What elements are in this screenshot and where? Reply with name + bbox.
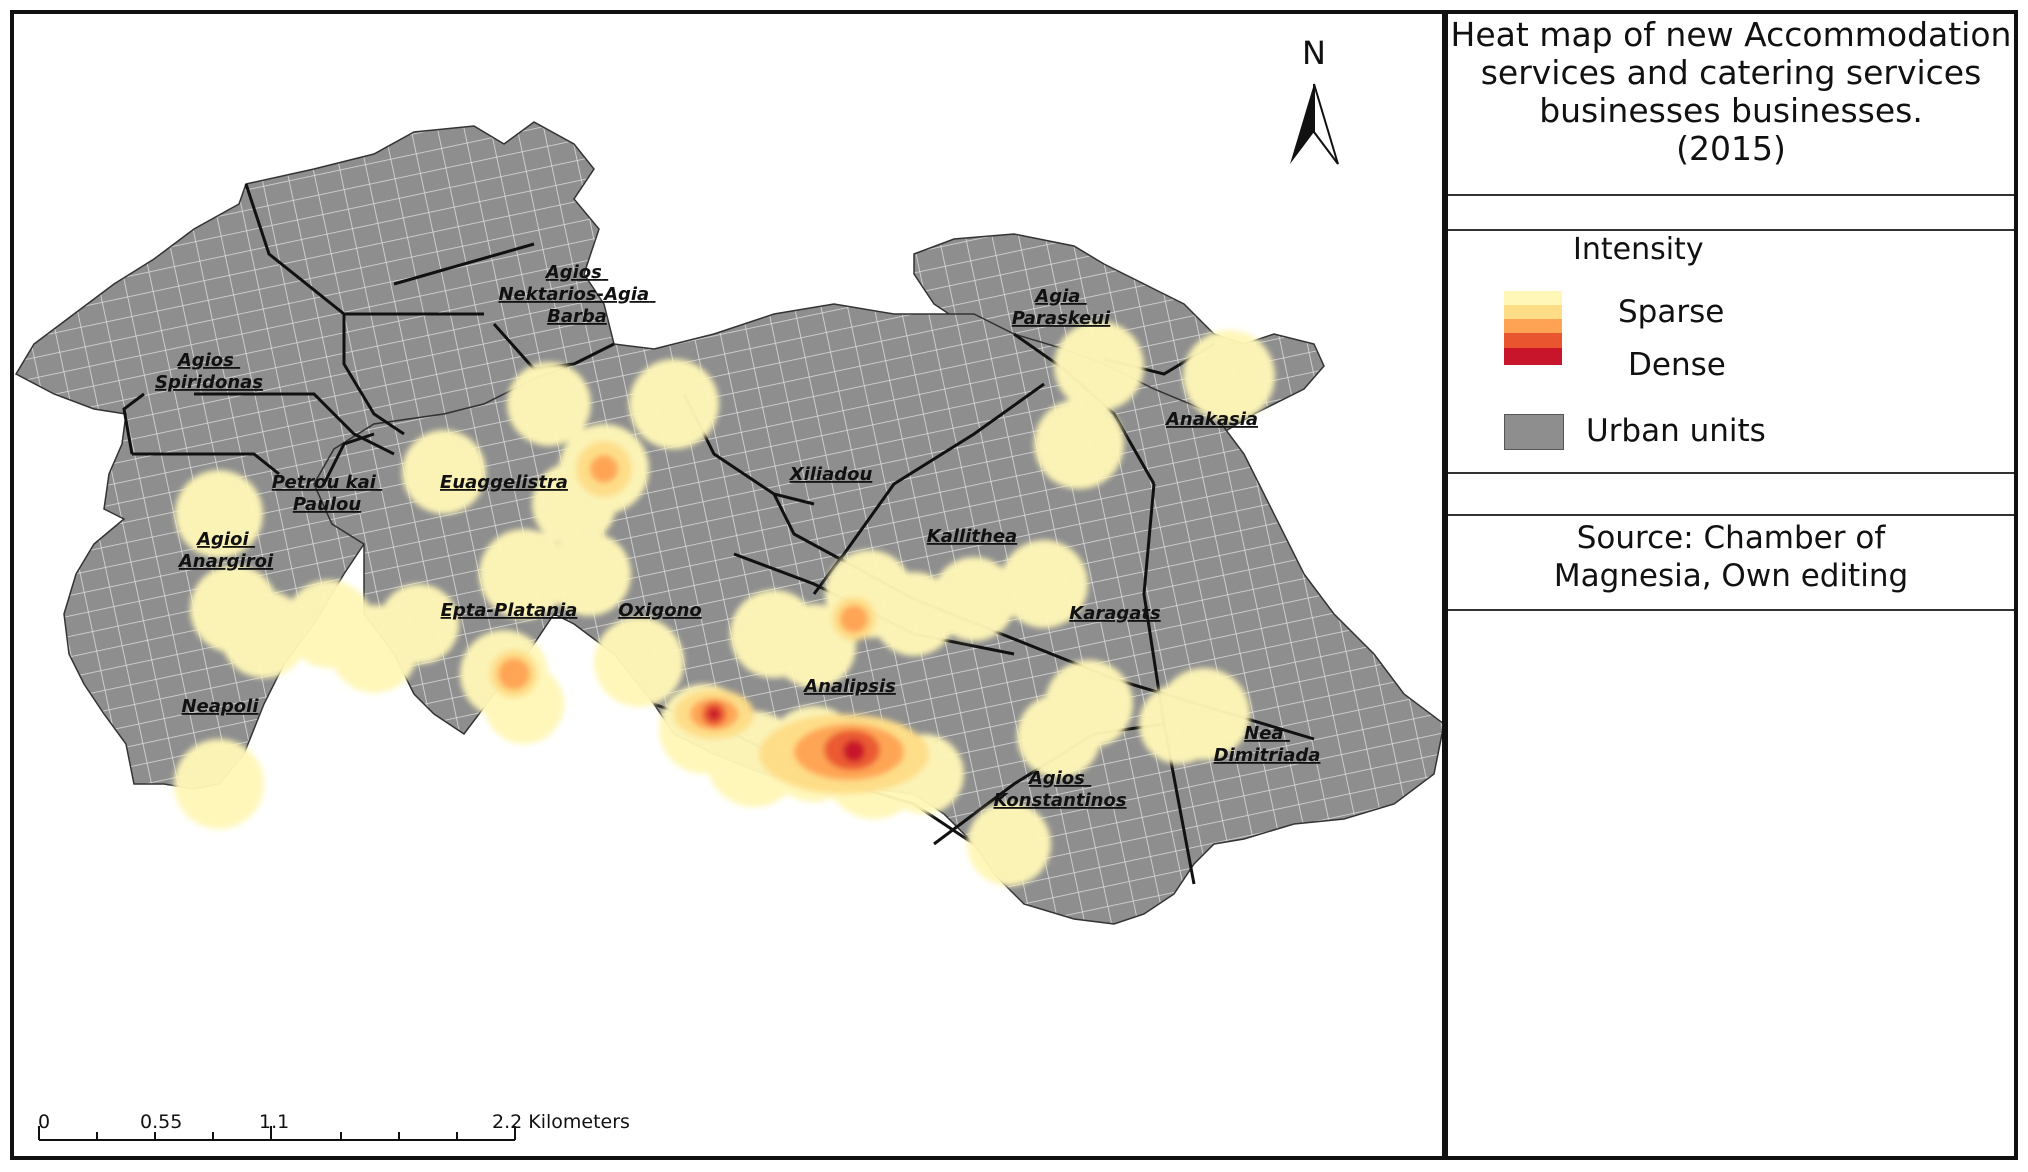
label-epta-platania: Epta-Platania [441, 600, 578, 621]
legend-divider [1448, 194, 2014, 196]
heat-spot [379, 584, 459, 664]
ramp-swatch-2 [1504, 305, 1562, 319]
label-karagats: Karagats [1069, 603, 1161, 624]
heat-spot [1054, 321, 1144, 411]
label-petrou-kai-paulou: Petrou kai Paulou [272, 472, 382, 515]
legend-divider [1448, 514, 2014, 516]
map-title: Heat map of new Accommodation services a… [1450, 15, 2012, 168]
legend-divider [1448, 472, 2014, 474]
heat-spot [590, 455, 618, 483]
heat-spot [1000, 540, 1088, 628]
heat-spot [967, 802, 1051, 886]
map-canvas[interactable]: Agios Nektarios-Agia Barba Agios Spirido… [14, 14, 1444, 1158]
label-xiliadou: Xiliadou [789, 464, 873, 485]
area-labels: Agios Nektarios-Agia Barba Agios Spirido… [155, 262, 1320, 811]
heat-spot [175, 470, 263, 558]
heat-spot [402, 430, 486, 514]
ramp-swatch-5 [1504, 348, 1562, 365]
ramp-swatch-3 [1504, 319, 1562, 333]
heat-spot [498, 658, 530, 690]
legend-panel: Heat map of new Accommodation services a… [1442, 10, 2018, 1160]
heat-spot [594, 617, 684, 707]
label-neapoli: Neapoli [181, 696, 259, 717]
heat-spot [629, 359, 719, 449]
label-kallithea: Kallithea [927, 526, 1017, 547]
scale-label-22: 2.2 Kilometers [492, 1111, 630, 1133]
label-agia-paraskeui: Agia Paraskeui [1012, 286, 1111, 329]
map-frame: Agios Nektarios-Agia Barba Agios Spirido… [10, 10, 1446, 1160]
heat-spot [872, 572, 956, 656]
legend-divider [1448, 609, 2014, 611]
heat-spot [840, 605, 868, 633]
heat-spot [1017, 694, 1101, 778]
heat-spot [1183, 330, 1275, 422]
north-arrow-label: N [1302, 34, 1326, 72]
heat-spot [1139, 684, 1219, 764]
legend-divider [1448, 229, 2014, 231]
heat-spot [843, 740, 865, 762]
north-arrow: N [1290, 34, 1339, 165]
label-agios-nektarios: Agios Nektarios-Agia Barba [498, 262, 655, 327]
label-agios-konstantinos: Agios Konstantinos [993, 768, 1126, 811]
label-nea-dimitriada: Nea Dimitriada [1214, 723, 1321, 766]
label-anakasia: Anakasia [1164, 409, 1258, 430]
source-text: Source: Chamber of Magnesia, Own editing [1553, 520, 1909, 594]
label-agios-spiridonas: Agios Spiridonas [155, 350, 263, 393]
north-arrow-icon-half [1313, 83, 1339, 165]
intensity-heading: Intensity [1573, 232, 1704, 267]
sparse-label: Sparse [1618, 294, 1725, 330]
ramp-swatch-1 [1504, 291, 1562, 305]
label-analipsis: Analipsis [802, 676, 896, 697]
heat-spot [174, 739, 264, 829]
heat-spot [507, 362, 591, 446]
label-agioi-anargiroi: Agioi Anargiroi [177, 529, 274, 572]
scale-label-0: 0 [38, 1111, 51, 1133]
scale-label-055: 0.55 [140, 1111, 183, 1133]
heat-spot [479, 529, 569, 619]
dense-label: Dense [1628, 347, 1726, 383]
urban-units-label: Urban units [1586, 413, 1766, 449]
ramp-swatch-4 [1504, 333, 1562, 348]
label-oxigono: Oxigono [618, 600, 702, 621]
label-euaggelistra: Euaggelistra [440, 472, 568, 493]
scale-label-11: 1.1 [259, 1111, 290, 1133]
heat-spot [1034, 399, 1124, 489]
scale-bar [38, 1126, 516, 1141]
heat-spot [708, 708, 720, 720]
urban-units-swatch [1504, 414, 1564, 450]
north-arrow-icon [1290, 84, 1314, 164]
heat-spot [220, 590, 308, 678]
heat-layer [174, 321, 1275, 886]
heat-spot [547, 532, 631, 616]
